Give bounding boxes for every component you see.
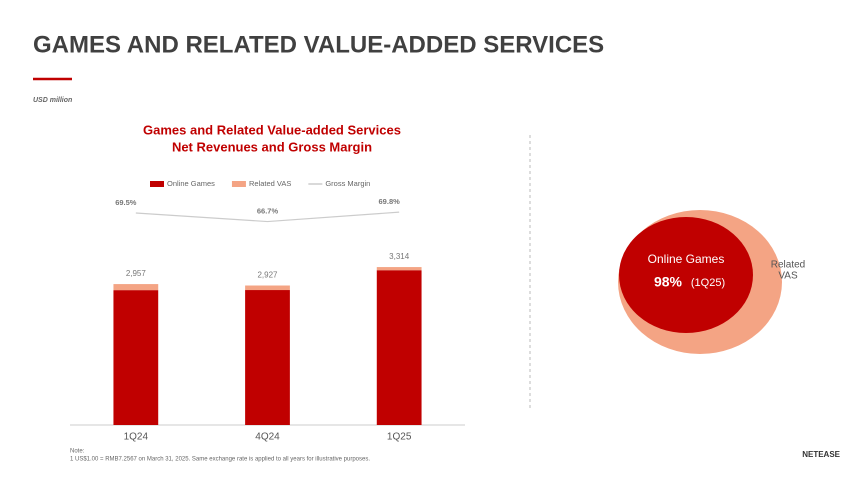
slide-title: GAMES AND RELATED VALUE-ADDED SERVICES bbox=[33, 31, 604, 58]
margin-label: 66.7% bbox=[257, 207, 279, 216]
note-item: 1 US$1.00 = RMB7.2567 on March 31, 2025.… bbox=[70, 457, 370, 463]
margin-label: 69.5% bbox=[115, 198, 137, 207]
chart-title: Net Revenues and Gross Margin bbox=[172, 139, 372, 154]
bar-segment bbox=[113, 284, 159, 291]
note-heading: Note: bbox=[70, 449, 85, 455]
bar-segment bbox=[245, 285, 290, 291]
logo: NETEASE bbox=[802, 450, 840, 459]
inner-label: Online Games bbox=[648, 252, 725, 266]
total-label: 3,314 bbox=[389, 252, 410, 261]
margin-line bbox=[135, 211, 400, 223]
total-label: 2,927 bbox=[257, 271, 278, 280]
legend-label: Related VAS bbox=[249, 179, 291, 188]
total-label: 2,957 bbox=[126, 269, 147, 278]
x-tick-label: 4Q24 bbox=[255, 432, 280, 443]
period: (1Q25) bbox=[691, 277, 725, 289]
bar-segment bbox=[376, 270, 422, 425]
margin-label: 69.8% bbox=[379, 197, 401, 206]
legend-label: Online Games bbox=[167, 179, 215, 188]
legend-swatch bbox=[150, 181, 164, 187]
bar-segment bbox=[113, 290, 159, 425]
unit: USD million bbox=[33, 97, 72, 104]
legend-label: Gross Margin bbox=[325, 179, 370, 188]
chart-title: Games and Related Value-added Services bbox=[143, 122, 401, 137]
outer-label: VAS bbox=[778, 271, 798, 282]
outer-label: Related bbox=[771, 260, 805, 271]
share: 98% bbox=[654, 274, 683, 290]
inner-ellipse bbox=[619, 217, 753, 333]
bar-segment bbox=[245, 290, 290, 425]
legend-swatch bbox=[231, 181, 246, 187]
x-tick-label: 1Q25 bbox=[387, 432, 412, 443]
x-tick-label: 1Q24 bbox=[124, 432, 149, 443]
bar-segment bbox=[376, 267, 422, 271]
